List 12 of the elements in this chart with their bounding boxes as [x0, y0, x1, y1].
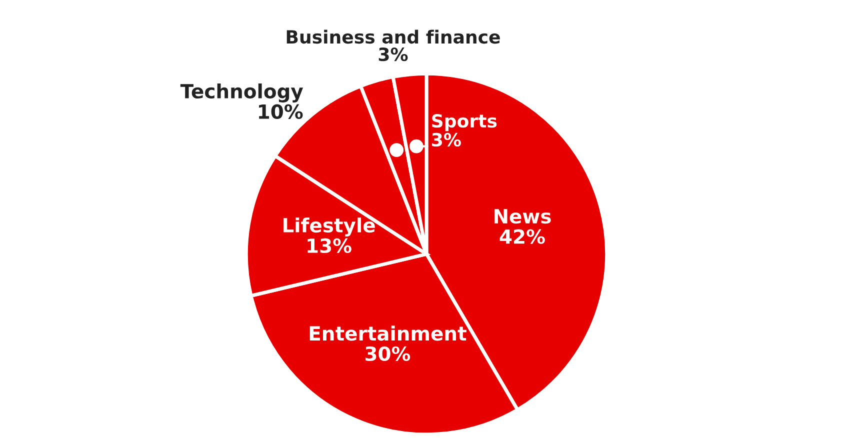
data-label: 13%	[308, 238, 352, 254]
data-label: 3%	[378, 48, 408, 62]
slice-label: Entertainment	[310, 326, 466, 341]
slice-label: Business and finance	[286, 30, 500, 44]
slice-label: Sports	[432, 114, 497, 132]
data-label: 3%	[432, 132, 461, 147]
slice-label: Lifestyle	[283, 218, 375, 236]
data-label: 30%	[366, 346, 410, 362]
data-label: 10%	[259, 104, 303, 119]
slice-label: News	[494, 209, 551, 224]
data-label: 42%	[500, 229, 545, 244]
slice-label: Technology	[180, 83, 304, 102]
